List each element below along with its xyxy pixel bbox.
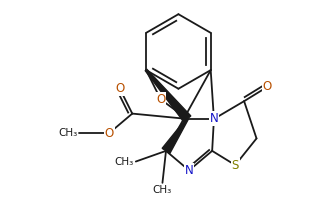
Text: N: N [209, 112, 218, 125]
Text: CH₃: CH₃ [153, 185, 172, 195]
Text: N: N [185, 164, 194, 177]
Text: S: S [231, 158, 239, 172]
Polygon shape [145, 69, 191, 122]
Text: O: O [263, 81, 272, 94]
Text: O: O [156, 93, 165, 106]
Polygon shape [162, 118, 188, 153]
Text: CH₃: CH₃ [115, 157, 134, 167]
Text: CH₃: CH₃ [58, 128, 77, 138]
Text: O: O [105, 127, 114, 140]
Text: O: O [115, 82, 124, 95]
